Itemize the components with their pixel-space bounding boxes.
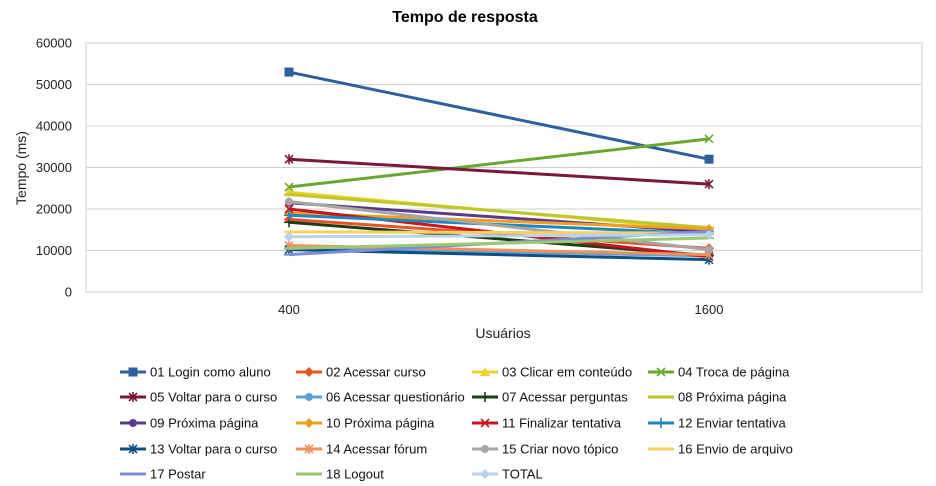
legend-item: TOTAL (472, 467, 543, 482)
series-line (288, 200, 710, 252)
series-line (288, 236, 710, 250)
legend-label: 03 Clicar em conteúdo (502, 365, 632, 380)
series-line (288, 70, 710, 161)
series-line (288, 137, 710, 189)
y-tick-label: 30000 (36, 160, 72, 175)
data-point (129, 419, 137, 427)
grid-lines (85, 42, 923, 293)
legend-label: 09 Próxima página (150, 416, 259, 431)
legend-item: 02 Acessar curso (296, 365, 426, 380)
x-tick-label: 1600 (695, 302, 724, 317)
legend-label: 10 Próxima página (326, 416, 435, 431)
data-point (704, 179, 714, 190)
y-tick-label: 10000 (36, 243, 72, 258)
legend-item: 11 Finalizar tentativa (472, 416, 622, 431)
data-point (284, 210, 294, 221)
x-axis-label: Usuários (475, 325, 530, 341)
data-point (480, 367, 490, 376)
legend-item: 06 Acessar questionário (296, 390, 465, 405)
data-point (284, 231, 294, 242)
legend-label: 17 Postar (150, 467, 206, 482)
series-19 (284, 229, 714, 242)
legend-item: 10 Próxima página (296, 416, 435, 431)
series-line (288, 230, 710, 235)
data-point (128, 444, 138, 454)
data-point (656, 367, 666, 377)
data-point (704, 134, 714, 144)
legend-item: 01 Login como aluno (120, 365, 271, 380)
legend-item: 17 Postar (120, 467, 206, 482)
data-point (284, 182, 294, 192)
legend-item: 14 Acessar fórum (296, 442, 427, 457)
legend-label: 06 Acessar questionário (326, 390, 465, 405)
y-tick-label: 60000 (36, 36, 72, 51)
data-point (304, 418, 314, 428)
data-point (704, 229, 714, 240)
legend-label: 05 Voltar para o curso (150, 390, 277, 405)
legend-label: 14 Acessar fórum (326, 442, 427, 457)
y-tick-label: 0 (65, 285, 72, 300)
series-line (288, 157, 710, 186)
legend-item: 13 Voltar para o curso (120, 442, 277, 457)
legend-item: 09 Próxima página (120, 416, 259, 431)
legend-item: 12 Enviar tentativa (648, 416, 786, 431)
data-point (304, 367, 314, 377)
data-point (480, 392, 490, 402)
legend-item: 04 Troca de página (648, 365, 790, 380)
legend-label: 16 Envio de arquivo (678, 442, 793, 457)
data-point (481, 445, 489, 453)
chart-title: Tempo de resposta (392, 9, 538, 26)
legend-label: 01 Login como aluno (150, 365, 271, 380)
series-line (288, 233, 710, 239)
series-line (288, 192, 710, 230)
legend-item: 08 Próxima página (648, 390, 787, 405)
legend-label: 11 Finalizar tentativa (502, 416, 622, 431)
series-1 (284, 67, 714, 164)
series-16 (284, 230, 714, 235)
series-4 (284, 134, 714, 192)
x-axis-ticks: 400 1600 (278, 302, 723, 317)
y-tick-label: 20000 (36, 202, 72, 217)
legend-item: 18 Logout (296, 467, 384, 482)
y-tick-label: 40000 (36, 119, 72, 134)
legend-item: 15 Criar novo tópico (472, 442, 618, 457)
legend-label: 07 Acessar perguntas (502, 390, 628, 405)
data-point (704, 154, 714, 164)
legend-label: TOTAL (502, 467, 543, 482)
data-point (480, 469, 490, 479)
y-tick-label: 50000 (36, 77, 72, 92)
data-point (284, 154, 294, 165)
series-5 (284, 154, 714, 190)
legend-item: 03 Clicar em conteúdo (472, 365, 632, 380)
legend-item: 05 Voltar para o curso (120, 390, 277, 405)
data-point (656, 418, 666, 428)
x-tick-label: 400 (278, 302, 300, 317)
legend-label: 04 Troca de página (678, 365, 790, 380)
y-axis-label: Tempo (ms) (13, 131, 29, 205)
legend-label: 15 Criar novo tópico (502, 442, 618, 457)
legend-item: 07 Acessar perguntas (472, 390, 628, 405)
legend-label: 12 Enviar tentativa (678, 416, 786, 431)
legend-label: 08 Próxima página (678, 390, 787, 405)
series-15 (285, 197, 713, 254)
data-point (480, 418, 490, 428)
data-point (305, 393, 313, 401)
data-point (284, 204, 294, 214)
data-point (304, 444, 314, 454)
legend: 01 Login como aluno 02 Acessar curso 03 Cl… (120, 365, 793, 482)
legend-item: 16 Envio de arquivo (648, 442, 793, 457)
data-point (128, 392, 138, 402)
legend-label: 13 Voltar para o curso (150, 442, 277, 457)
data-point (128, 367, 138, 377)
y-axis-ticks: 0 10000 20000 30000 40000 50000 60000 (36, 36, 72, 300)
data-point (705, 245, 713, 254)
legend-label: 02 Acessar curso (326, 365, 426, 380)
data-point (284, 67, 294, 77)
legend-label: 18 Logout (326, 467, 384, 482)
data-point (285, 197, 293, 206)
series-lines (284, 67, 714, 265)
